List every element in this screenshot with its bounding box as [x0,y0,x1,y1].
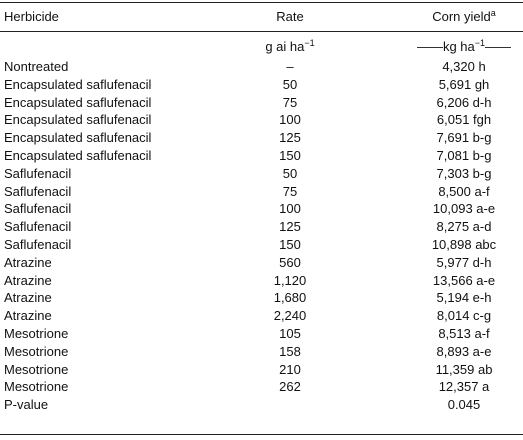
table-cell: Atrazine [4,308,52,324]
header-rule [0,31,523,32]
table-cell: 50 [282,76,298,92]
text: ——kg ha [416,39,475,54]
table-cell: 262 [279,379,301,395]
table-cell: 4,320 h [442,59,486,74]
table-cell: Saflufenacil [4,219,72,235]
table-cell: 8,500 a-f [438,183,490,199]
table-cell: 150 [279,148,301,163]
unit-cell: ——kg ha−1—— [405,39,523,55]
header-cell: Corn yielda [405,9,523,25]
table-cell: 125 [279,130,301,146]
table-cell: 6,206 d-h [436,94,492,110]
table-cell: Encapsulated saflufenacil [4,130,152,146]
table-cell: 125 [279,219,301,235]
table-cell: 6,051 fgh [436,112,492,128]
superscript: −1 [304,38,315,48]
table-cell: 105 [279,326,301,341]
table-cell: 100 [279,201,301,217]
unit-cell: g ai ha−1 [230,39,350,55]
table-cell: Encapsulated saflufenacil [4,76,152,92]
table-cell: Atrazine [4,254,52,270]
table-cell: 1,680 [273,290,307,306]
bottom-rule [0,434,523,435]
table-cell: 5,194 e-h [436,290,492,306]
table-cell: Nontreated [4,59,69,74]
table-cell: 7,691 b-g [436,130,492,146]
text: —— [485,39,512,54]
table-cell: Mesotrione [4,361,69,377]
text: g ai ha [265,39,305,54]
table-cell: 7,303 b-g [436,165,492,181]
top-rule [0,2,523,3]
table-cell: 75 [282,183,298,199]
header-cell: Rate [276,9,304,24]
table-cell: 8,014 c-g [436,308,492,324]
table-cell: Encapsulated saflufenacil [4,112,152,128]
table-cell: 150 [279,237,301,252]
table-cell: Saflufenacil [4,201,72,217]
table-cell: 100 [279,112,301,128]
table-cell: 50 [282,165,298,181]
table-cell: 0.045 [447,397,481,413]
table-cell: Saflufenacil [4,183,72,199]
table-cell: 5,977 d-h [436,254,492,270]
table-cell: Encapsulated saflufenacil [4,148,152,163]
table-cell: Saflufenacil [4,237,72,252]
table-cell: 7,081 b-g [436,148,492,163]
header-cell: Herbicide [4,9,59,24]
text: Corn yield [432,9,491,24]
table-cell: 560 [279,254,301,270]
table-cell: 75 [282,94,298,110]
table-cell: 13,566 a-e [432,272,496,288]
table-cell: P-value [4,397,49,413]
table-cell: Atrazine [4,290,52,306]
table-cell: 210 [279,361,301,377]
table-cell: Mesotrione [4,326,69,341]
superscript: a [490,8,496,18]
table-cell: 158 [279,343,301,359]
table-cell: 2,240 [273,308,307,324]
table-cell: 5,691 gh [438,76,490,92]
table-cell: Encapsulated saflufenacil [4,94,152,110]
superscript: −1 [474,38,486,48]
table-cell: 8,513 a-f [438,326,490,341]
table-cell: 10,898 abc [431,237,497,252]
table-cell: Mesotrione [4,343,69,359]
table-cell: Atrazine [4,272,52,288]
table-cell: 12,357 a [438,379,490,395]
table-cell: 10,093 a-e [432,201,496,217]
table-cell: 8,275 a-d [436,219,492,235]
table-cell: 11,359 ab [435,361,493,377]
table-cell: 1,120 [273,272,307,288]
table-cell: 8,893 a-e [436,343,492,359]
table-cell: Saflufenacil [4,165,72,181]
table-cell: Mesotrione [4,379,69,395]
table-cell: – [286,59,294,74]
